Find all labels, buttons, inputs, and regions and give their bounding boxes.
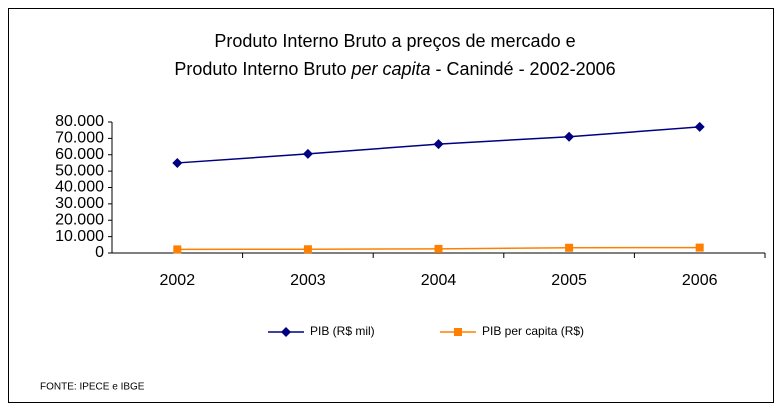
point (565, 243, 574, 252)
point (303, 245, 312, 254)
title-part: per capita (350, 59, 430, 79)
chart-title: Produto Interno Bruto a preços de mercad… (214, 31, 575, 51)
point (694, 121, 705, 132)
y-tick-label: 60.000 (55, 146, 104, 163)
point (302, 148, 313, 159)
x-tick-label: 2004 (421, 272, 457, 289)
chart-border (8, 8, 774, 403)
y-tick-label: 70.000 (55, 130, 104, 147)
legend-label: PIB (R$ mil) (310, 324, 375, 338)
y-tick-label: 10.000 (55, 228, 104, 245)
y-tick-label: 0 (95, 244, 104, 261)
x-tick-label: 2006 (682, 272, 718, 289)
point (695, 243, 704, 252)
point (564, 131, 575, 142)
point (281, 327, 291, 337)
y-tick-label: 20.000 (55, 211, 104, 228)
y-tick-label: 30.000 (55, 195, 104, 212)
legend-label: PIB per capita (R$) (482, 324, 584, 338)
point (172, 157, 183, 168)
chart-title: Produto Interno Bruto per capita - Canin… (174, 59, 615, 79)
point (173, 245, 182, 254)
title-part: - Canindé - 2002-2006 (431, 59, 616, 79)
source-note: FONTE: IPECE e IBGE (40, 382, 145, 393)
y-tick-label: 50.000 (55, 162, 104, 179)
x-tick-label: 2003 (290, 272, 326, 289)
point (434, 244, 443, 253)
y-tick-label: 40.000 (55, 179, 104, 196)
x-tick-label: 2005 (551, 272, 587, 289)
point (433, 139, 444, 150)
y-tick-label: 80.000 (55, 113, 104, 130)
title-part: Produto Interno Bruto (174, 59, 351, 79)
x-tick-label: 2002 (160, 272, 196, 289)
point (454, 328, 462, 336)
